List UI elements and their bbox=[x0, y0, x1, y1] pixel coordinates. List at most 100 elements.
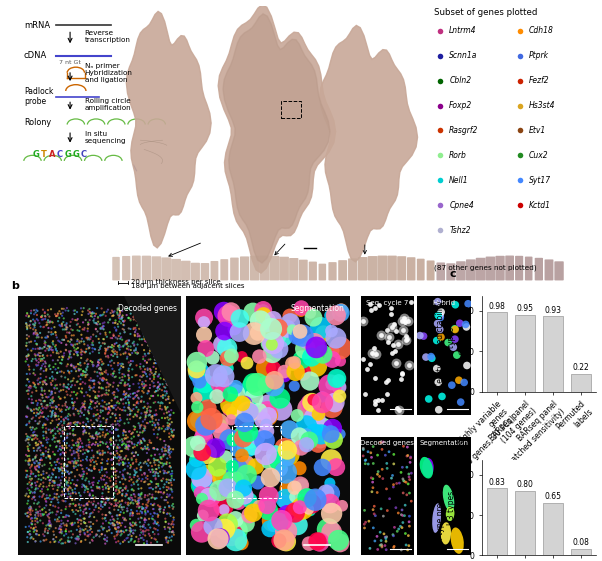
Point bbox=[164, 467, 174, 476]
Point bbox=[115, 417, 125, 426]
Point bbox=[63, 511, 73, 520]
Point bbox=[30, 514, 40, 523]
Point bbox=[232, 388, 241, 397]
Point bbox=[312, 343, 321, 352]
Point bbox=[61, 530, 71, 539]
Point bbox=[60, 538, 70, 547]
Point bbox=[83, 447, 93, 456]
Point bbox=[88, 347, 98, 356]
Point bbox=[42, 366, 51, 375]
Point bbox=[113, 386, 123, 395]
Point bbox=[124, 367, 134, 376]
Point bbox=[30, 454, 40, 463]
Point bbox=[23, 452, 33, 461]
Point bbox=[133, 309, 143, 318]
Point bbox=[162, 537, 172, 546]
Point bbox=[334, 536, 343, 545]
Point bbox=[391, 503, 401, 512]
Point bbox=[80, 348, 90, 357]
Point bbox=[63, 431, 72, 440]
Point bbox=[76, 370, 86, 379]
Point bbox=[403, 451, 412, 460]
Point bbox=[104, 403, 114, 412]
Point bbox=[281, 468, 291, 477]
Point bbox=[101, 494, 111, 503]
Point bbox=[163, 454, 172, 463]
Point bbox=[70, 502, 80, 511]
Point bbox=[34, 471, 43, 480]
Point bbox=[389, 523, 399, 532]
Point bbox=[55, 367, 64, 376]
Point bbox=[31, 485, 40, 494]
Point bbox=[70, 420, 80, 429]
Point bbox=[152, 465, 161, 473]
Point bbox=[97, 498, 107, 507]
Point bbox=[89, 412, 99, 421]
Point bbox=[31, 537, 40, 546]
Point bbox=[143, 365, 152, 374]
Point bbox=[140, 319, 150, 328]
Text: Subset of genes plotted: Subset of genes plotted bbox=[434, 8, 538, 17]
Point bbox=[113, 311, 123, 320]
Point bbox=[147, 412, 157, 421]
Point bbox=[135, 493, 145, 502]
Text: Seq. cycle 7: Seq. cycle 7 bbox=[366, 300, 409, 306]
Point bbox=[147, 465, 157, 474]
Point bbox=[83, 415, 93, 424]
Point bbox=[22, 412, 32, 421]
Point bbox=[54, 513, 64, 522]
Point bbox=[98, 402, 108, 411]
Point bbox=[87, 446, 97, 455]
Point bbox=[141, 380, 150, 389]
Point bbox=[88, 439, 98, 448]
Point bbox=[141, 337, 151, 346]
Point bbox=[108, 308, 118, 317]
Point bbox=[47, 387, 57, 396]
Point bbox=[111, 413, 121, 422]
Point bbox=[163, 355, 172, 364]
Point bbox=[162, 408, 172, 417]
Point bbox=[166, 425, 176, 434]
Point bbox=[138, 444, 148, 453]
Point bbox=[92, 319, 101, 328]
Point bbox=[160, 525, 170, 534]
Point bbox=[101, 348, 110, 357]
Point bbox=[97, 466, 107, 475]
Point bbox=[67, 457, 77, 466]
Point bbox=[158, 337, 168, 346]
Point bbox=[125, 381, 134, 390]
Point bbox=[58, 513, 68, 522]
Point bbox=[290, 483, 299, 492]
Point bbox=[161, 306, 170, 315]
Point bbox=[145, 346, 155, 355]
Point bbox=[138, 384, 148, 393]
Point bbox=[102, 527, 112, 536]
Point bbox=[67, 367, 76, 376]
Point bbox=[128, 357, 138, 366]
Point bbox=[27, 494, 37, 503]
Point bbox=[95, 412, 105, 421]
Point bbox=[116, 531, 125, 540]
Point bbox=[128, 495, 138, 504]
Point bbox=[132, 321, 142, 330]
Point bbox=[163, 362, 173, 371]
Ellipse shape bbox=[422, 458, 433, 477]
Point bbox=[105, 315, 115, 324]
Point bbox=[59, 513, 69, 522]
Point bbox=[381, 545, 391, 554]
Point bbox=[153, 430, 163, 439]
Point bbox=[117, 503, 126, 512]
Point bbox=[130, 410, 140, 419]
Point bbox=[48, 393, 58, 402]
Point bbox=[126, 498, 136, 507]
Point bbox=[262, 501, 272, 510]
Point bbox=[154, 521, 163, 530]
Point bbox=[112, 511, 122, 520]
Point bbox=[93, 439, 102, 448]
Point bbox=[104, 444, 114, 453]
Point bbox=[114, 343, 124, 352]
Point bbox=[94, 387, 104, 396]
Point bbox=[128, 499, 138, 508]
Point bbox=[77, 310, 87, 319]
Point bbox=[126, 534, 136, 543]
